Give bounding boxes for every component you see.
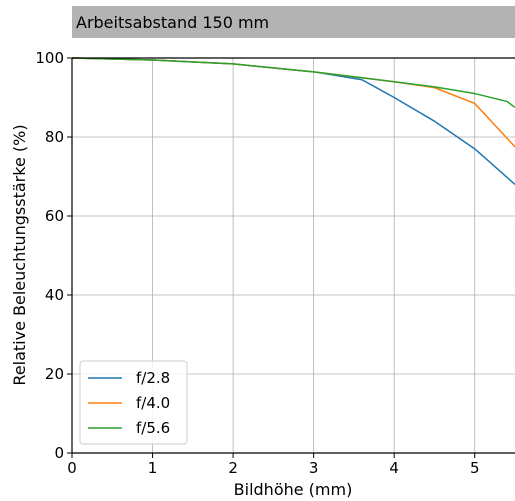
legend-label-0: f/2.8	[136, 369, 170, 387]
y-tick-label-3: 60	[45, 207, 64, 225]
legend: f/2.8 f/4.0 f/5.6	[79, 360, 188, 445]
legend-label-2: f/5.6	[136, 419, 170, 437]
series-line-2	[71, 57, 515, 108]
y-tick-label-1: 20	[45, 365, 64, 383]
y-tick-label-4: 80	[45, 128, 64, 146]
legend-box	[79, 360, 188, 445]
tick-labels: 0 1 2 3 4 5 0 20 40 60 80 100	[35, 49, 479, 477]
y-tick-label-0: 0	[54, 444, 64, 462]
series-lines	[71, 57, 515, 185]
y-tick-label-2: 40	[45, 286, 64, 304]
y-axis-label: Relative Beleuchtungsstärke (%)	[10, 124, 29, 385]
x-tick-label-3: 3	[309, 459, 319, 477]
x-tick-label-1: 1	[148, 459, 158, 477]
x-tick-label-0: 0	[67, 459, 77, 477]
title-banner	[72, 6, 515, 38]
x-tick-label-4: 4	[389, 459, 399, 477]
y-tick-label-5: 100	[35, 49, 64, 67]
chart-title: Arbeitsabstand 150 mm	[76, 13, 269, 32]
legend-label-1: f/4.0	[136, 394, 170, 412]
series-line-0	[71, 57, 515, 185]
axes	[71, 57, 515, 454]
x-tick-label-5: 5	[470, 459, 480, 477]
series-line-1	[71, 57, 515, 148]
x-tick-label-2: 2	[228, 459, 238, 477]
x-axis-label: Bildhöhe (mm)	[234, 480, 353, 499]
